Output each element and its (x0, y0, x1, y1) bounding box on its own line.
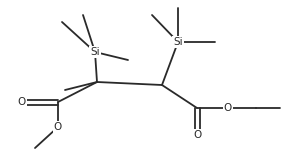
Text: O: O (193, 130, 201, 140)
Text: O: O (54, 122, 62, 132)
Text: O: O (18, 97, 26, 107)
Text: Si: Si (90, 47, 100, 57)
Text: Si: Si (173, 37, 183, 47)
Text: O: O (224, 103, 232, 113)
